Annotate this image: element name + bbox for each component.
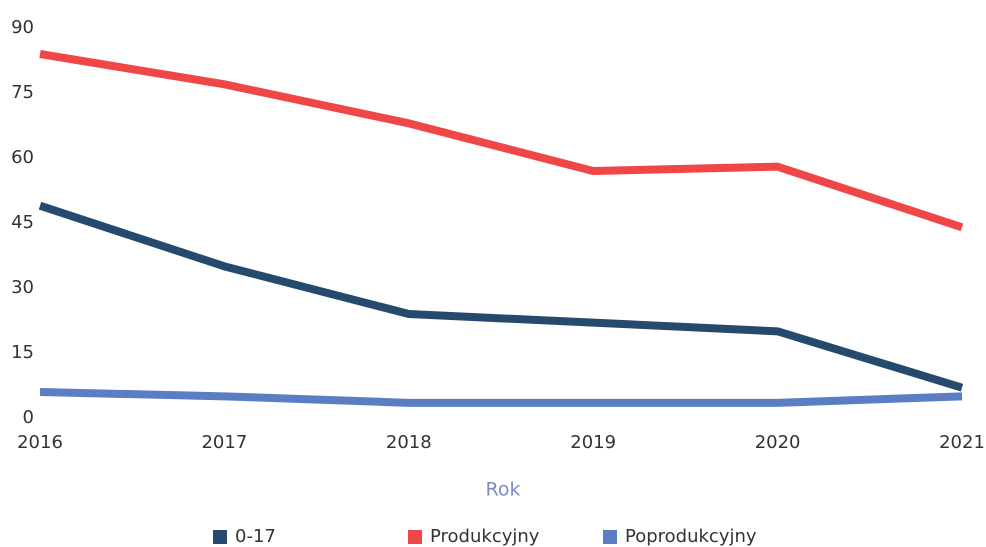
series-line [39,388,963,407]
x-tick-label: 2019 [570,432,616,453]
legend-label: Poprodukcyjny [625,526,757,547]
y-tick-label: 45 [11,212,34,233]
x-axis-label: Rok [486,479,521,501]
y-tick-label: 90 [11,17,34,38]
series-line [38,201,964,392]
y-tick-label: 30 [11,277,34,298]
y-tick-label: 0 [23,407,34,428]
legend-swatch [408,530,422,544]
x-tick-label: 2016 [17,432,63,453]
x-tick-label: 2017 [201,432,247,453]
x-tick-label: 2018 [386,432,432,453]
y-tick-label: 60 [11,147,34,168]
legend-label: Produkcyjny [430,526,540,547]
y-tick-label: 75 [11,82,34,103]
series-line [39,50,964,232]
x-tick-label: 2020 [755,432,801,453]
x-tick-label: 2021 [939,432,985,453]
y-tick-label: 15 [11,342,34,363]
legend-label: 0-17 [235,526,276,547]
legend-swatch [213,530,227,544]
legend-swatch [603,530,617,544]
